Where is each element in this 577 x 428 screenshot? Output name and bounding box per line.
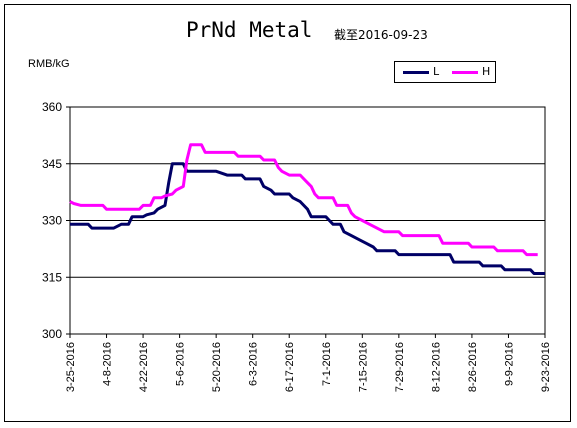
x-tick-label: 9-9-2016	[503, 342, 515, 386]
series-line-L	[70, 162, 545, 275]
series-line-H	[69, 143, 538, 257]
y-tick-label: 330	[42, 214, 62, 228]
y-tick-label: 300	[42, 327, 62, 341]
legend-label-H: H	[482, 65, 491, 78]
x-tick-label: 6-3-2016	[248, 342, 260, 386]
x-tick-label: 5-20-2016	[211, 342, 223, 392]
y-axis-unit-label: RMB/kG	[28, 58, 70, 70]
x-tick-label: 5-6-2016	[175, 342, 187, 386]
x-tick-label: 3-25-2016	[65, 342, 77, 392]
y-tick-label: 360	[42, 100, 62, 114]
legend-swatch-H	[452, 71, 478, 74]
x-tick-label: 8-26-2016	[467, 342, 479, 392]
y-tick-label: 345	[42, 157, 62, 171]
x-tick-label: 4-8-2016	[102, 342, 114, 386]
gridlines	[70, 163, 545, 278]
chart-title: PrNd Metal	[186, 18, 313, 42]
chart-frame	[4, 4, 571, 422]
x-tick-label: 8-12-2016	[430, 342, 442, 392]
x-tick-label: 7-29-2016	[394, 342, 406, 392]
y-tick-label: 315	[42, 270, 62, 284]
legend-label-L: L	[433, 65, 440, 78]
x-tick-label: 7-1-2016	[321, 342, 333, 386]
x-tick-labels: 3-25-2016 4-8-2016 4-22-2016 5-6-2016 5-20-2…	[65, 334, 552, 392]
series-lines	[69, 143, 545, 275]
x-tick-label: 7-15-2016	[357, 342, 369, 392]
x-tick-label: 6-17-2016	[284, 342, 296, 392]
x-tick-label: 9-23-2016	[540, 342, 552, 392]
legend: L H	[394, 61, 496, 83]
chart-subtitle: 截至2016-09-23	[334, 28, 428, 42]
legend-swatch-L	[403, 71, 429, 74]
y-tick-labels: 300 315 330 345 360	[42, 100, 70, 341]
x-tick-label: 4-22-2016	[138, 342, 150, 392]
